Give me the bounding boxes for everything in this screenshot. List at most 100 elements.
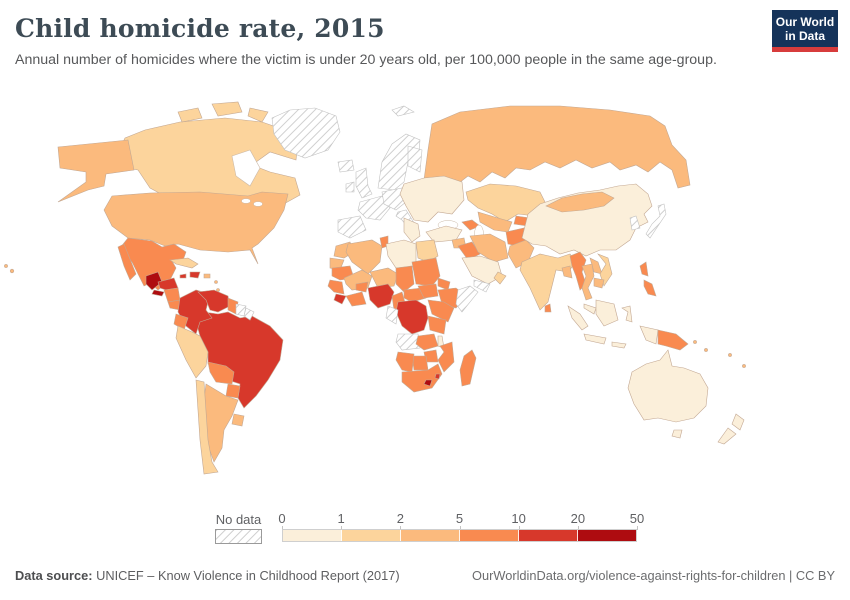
country-puerto-rico[interactable] <box>203 273 211 279</box>
country-senegal-guinea[interactable] <box>327 279 345 295</box>
country-australia[interactable] <box>627 349 709 423</box>
country-cambodia[interactable] <box>593 277 605 289</box>
country-mongolia[interactable] <box>545 191 615 213</box>
country-jamaica[interactable] <box>179 273 187 279</box>
country-iberia[interactable] <box>337 215 367 239</box>
country-bangladesh[interactable] <box>561 265 573 279</box>
country-indonesia-java[interactable] <box>583 333 607 345</box>
country-finland[interactable] <box>407 145 423 173</box>
country-namibia[interactable] <box>395 351 415 373</box>
legend-bin-20-50[interactable] <box>578 530 636 541</box>
country-el-salvador[interactable] <box>151 289 165 297</box>
country-thailand[interactable] <box>581 263 595 301</box>
country-eritrea-djibouti[interactable] <box>437 277 451 291</box>
country-burkina-faso[interactable] <box>355 281 369 293</box>
country-malaysia[interactable] <box>583 303 597 315</box>
country-india[interactable] <box>519 253 577 311</box>
legend-bin-0-1[interactable] <box>283 530 342 541</box>
country-svalbard[interactable] <box>391 105 415 117</box>
legend-bin-1-2[interactable] <box>342 530 401 541</box>
country-uruguay[interactable] <box>231 413 245 427</box>
country-japan[interactable] <box>645 203 667 239</box>
country-balkans[interactable] <box>403 217 421 243</box>
country-united-kingdom[interactable] <box>355 167 373 199</box>
country-russia[interactable] <box>423 105 691 191</box>
country-swaziland[interactable] <box>434 373 441 380</box>
country-lesotho[interactable] <box>423 379 433 387</box>
country-oman[interactable] <box>493 271 507 285</box>
legend-bin-5-10[interactable] <box>460 530 519 541</box>
country-uganda-kenya[interactable] <box>427 299 455 323</box>
country-guatemala[interactable] <box>145 271 163 291</box>
legend-no-data-swatch[interactable] <box>215 529 262 544</box>
country-eastern-europe[interactable] <box>399 175 465 223</box>
country-chile[interactable] <box>195 379 219 475</box>
country-canadian-arctic[interactable] <box>247 107 269 123</box>
country-iraq[interactable] <box>457 241 481 261</box>
country-new-zealand-north[interactable] <box>731 413 745 431</box>
country-french-guiana[interactable] <box>243 307 255 321</box>
country-angola[interactable] <box>395 333 421 351</box>
country-indonesia-sulawesi[interactable] <box>621 305 633 323</box>
country-zambia[interactable] <box>415 333 439 351</box>
country-france[interactable] <box>357 195 391 221</box>
country-tanzania[interactable] <box>427 315 447 335</box>
country-sudan[interactable] <box>411 257 441 287</box>
country-greenland[interactable] <box>271 107 341 159</box>
country-venezuela[interactable] <box>197 289 231 313</box>
legend-no-data: No data <box>215 512 262 544</box>
country-bolivia[interactable] <box>207 361 235 385</box>
country-algeria[interactable] <box>345 239 383 275</box>
legend-tick-labels: 0 1 2 5 10 20 50 <box>278 511 644 530</box>
country-botswana[interactable] <box>411 355 429 371</box>
country-hispaniola[interactable] <box>189 271 201 279</box>
legend-bin-2-5[interactable] <box>401 530 460 541</box>
country-kazakhstan[interactable] <box>465 183 547 223</box>
country-yemen[interactable] <box>473 279 491 293</box>
country-peru[interactable] <box>175 325 209 379</box>
country-indonesia-west-papua[interactable] <box>639 325 659 345</box>
country-philippines[interactable] <box>643 279 657 297</box>
legend-color-bar <box>282 529 637 542</box>
country-south-sudan[interactable] <box>417 283 439 299</box>
great-lakes-west <box>241 198 251 204</box>
country-papua-new-guinea[interactable] <box>657 329 689 351</box>
country-libya[interactable] <box>385 239 417 269</box>
country-pacific-islands[interactable] <box>693 340 746 368</box>
country-canadian-arctic[interactable] <box>211 101 243 117</box>
country-hawaii[interactable] <box>4 264 15 274</box>
country-mozambique[interactable] <box>437 341 455 373</box>
country-sierra-leone-liberia[interactable] <box>333 293 347 305</box>
country-iceland[interactable] <box>337 159 355 173</box>
owid-logo-line2: in Data <box>784 28 825 43</box>
country-canadian-arctic[interactable] <box>177 107 203 123</box>
country-indonesia-borneo[interactable] <box>595 299 619 327</box>
country-congo-gabon[interactable] <box>385 305 399 325</box>
country-south-africa[interactable] <box>401 363 443 393</box>
country-paraguay[interactable] <box>225 383 241 399</box>
country-indonesia-sumatra[interactable] <box>567 305 589 331</box>
country-cuba[interactable] <box>169 257 199 269</box>
country-iran[interactable] <box>469 233 509 263</box>
country-alaska[interactable] <box>57 139 135 203</box>
country-baja-california[interactable] <box>117 243 137 281</box>
country-new-zealand-south[interactable] <box>717 427 737 445</box>
country-nicaragua[interactable] <box>163 287 181 303</box>
country-chad[interactable] <box>395 265 415 293</box>
country-ivory-coast-ghana[interactable] <box>345 291 367 307</box>
country-drc[interactable] <box>395 299 429 335</box>
legend-bin-10-20[interactable] <box>519 530 578 541</box>
country-somalia[interactable] <box>455 285 479 313</box>
owid-logo[interactable]: Our World in Data <box>772 10 838 52</box>
country-madagascar[interactable] <box>459 349 477 387</box>
country-tasmania[interactable] <box>671 429 683 439</box>
country-korea[interactable] <box>629 215 641 231</box>
country-nigeria[interactable] <box>367 283 395 309</box>
country-indonesia-lesser-sunda[interactable] <box>611 341 627 349</box>
country-sri-lanka[interactable] <box>544 303 552 313</box>
license-note[interactable]: OurWorldinData.org/violence-against-righ… <box>472 568 835 583</box>
country-vietnam[interactable] <box>597 253 613 287</box>
country-ireland[interactable] <box>345 181 355 193</box>
country-mexico[interactable] <box>119 237 187 291</box>
country-philippines[interactable] <box>639 261 649 277</box>
